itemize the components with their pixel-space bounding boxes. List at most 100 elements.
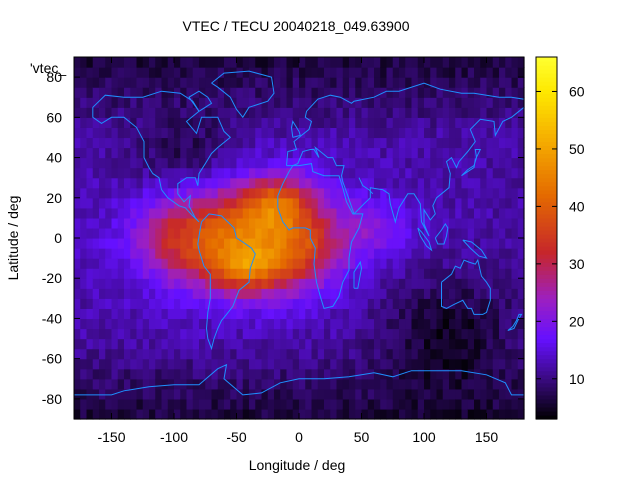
heatmap-cell [117, 87, 125, 98]
heatmap-cell [492, 147, 500, 159]
heatmap-cell [424, 97, 431, 108]
heatmap-cell [417, 197, 425, 209]
heatmap-cell [405, 268, 413, 279]
heatmap-cell [280, 368, 288, 380]
heatmap-cell [230, 157, 238, 169]
heatmap-cell [136, 238, 144, 249]
heatmap-cell [192, 368, 200, 380]
heatmap-cell [480, 398, 488, 410]
heatmap-cell [492, 398, 500, 410]
colorbar-segment [536, 209, 557, 215]
heatmap-cell [449, 157, 456, 169]
heatmap-cell [349, 227, 356, 239]
heatmap-cell [230, 328, 238, 340]
heatmap-cell [180, 328, 188, 340]
heatmap-cell [261, 77, 269, 88]
heatmap-cell [405, 328, 413, 340]
heatmap-cell [411, 278, 419, 289]
heatmap-cell [111, 338, 119, 350]
heatmap-cell [367, 268, 375, 279]
heatmap-cell [86, 258, 94, 269]
heatmap-cell [230, 338, 238, 350]
heatmap-cell [267, 268, 275, 279]
heatmap-cell [511, 408, 519, 420]
heatmap-cell [205, 398, 213, 410]
colorbar-segment [536, 149, 557, 155]
heatmap-cell [492, 177, 500, 189]
heatmap-cell [486, 388, 494, 400]
colorbar-segment [536, 302, 557, 307]
heatmap-cell [167, 398, 175, 410]
heatmap-cell [111, 127, 119, 139]
heatmap-cell [105, 378, 113, 390]
heatmap-cell [311, 127, 319, 139]
heatmap-cell [486, 117, 494, 128]
heatmap-cell [386, 268, 394, 279]
heatmap-cell [361, 238, 369, 249]
heatmap-cell [467, 197, 475, 209]
heatmap-cell [167, 197, 175, 209]
heatmap-cell [399, 288, 406, 299]
heatmap-cell [192, 358, 200, 370]
heatmap-cell [199, 217, 206, 229]
heatmap-cell [299, 408, 306, 420]
heatmap-cell [417, 278, 425, 289]
heatmap-cell [80, 157, 88, 169]
heatmap-cell [205, 378, 213, 390]
heatmap-cell [267, 258, 275, 269]
heatmap-cell [417, 238, 425, 249]
heatmap-cell [386, 77, 394, 88]
heatmap-cell [342, 87, 350, 98]
heatmap-cell [492, 368, 500, 380]
heatmap-cell [224, 197, 231, 209]
heatmap-cell [186, 318, 194, 330]
heatmap-cell [136, 137, 144, 149]
heatmap-cell [280, 288, 288, 299]
heatmap-cell [311, 137, 319, 149]
heatmap-cell [505, 157, 513, 169]
heatmap-cell [405, 338, 413, 350]
heatmap-cell [167, 378, 175, 390]
heatmap-cell [330, 248, 338, 259]
heatmap-cell [224, 207, 231, 219]
heatmap-cell [274, 308, 281, 320]
heatmap-cell [299, 338, 306, 350]
heatmap-cell [161, 167, 169, 179]
coastline-north-america [92, 90, 232, 223]
heatmap-cell [399, 248, 406, 259]
heatmap-cell [86, 217, 94, 229]
heatmap-cell [230, 137, 238, 149]
heatmap-cell [86, 268, 94, 279]
heatmap-cell [286, 57, 294, 68]
heatmap-cell [186, 268, 194, 279]
heatmap-cell [211, 137, 219, 149]
heatmap-cell [411, 408, 419, 420]
heatmap-cell [305, 398, 313, 410]
heatmap-cell [317, 87, 325, 98]
heatmap-cell [399, 167, 406, 179]
heatmap-cell [386, 278, 394, 289]
heatmap-cell [517, 87, 525, 98]
heatmap-cell [180, 137, 188, 149]
heatmap-cell [461, 358, 469, 370]
heatmap-cell [199, 147, 206, 159]
heatmap-cell [299, 227, 306, 239]
heatmap-cell [367, 87, 375, 98]
heatmap-cell [436, 298, 444, 309]
heatmap-cell [99, 318, 106, 330]
heatmap-cell [430, 57, 438, 68]
x-tick-label: 150 [475, 429, 499, 445]
heatmap-cell [517, 248, 525, 259]
heatmap-cell [449, 97, 456, 108]
heatmap-cell [505, 147, 513, 159]
heatmap-cell [242, 217, 250, 229]
heatmap-cell [205, 197, 213, 209]
heatmap-cell [149, 328, 156, 340]
heatmap-cell [317, 268, 325, 279]
heatmap-cell [199, 278, 206, 289]
heatmap-cell [280, 107, 288, 118]
heatmap-cell [111, 97, 119, 108]
heatmap-cell [286, 67, 294, 78]
heatmap-cell [511, 187, 519, 199]
heatmap-cell [499, 388, 506, 400]
